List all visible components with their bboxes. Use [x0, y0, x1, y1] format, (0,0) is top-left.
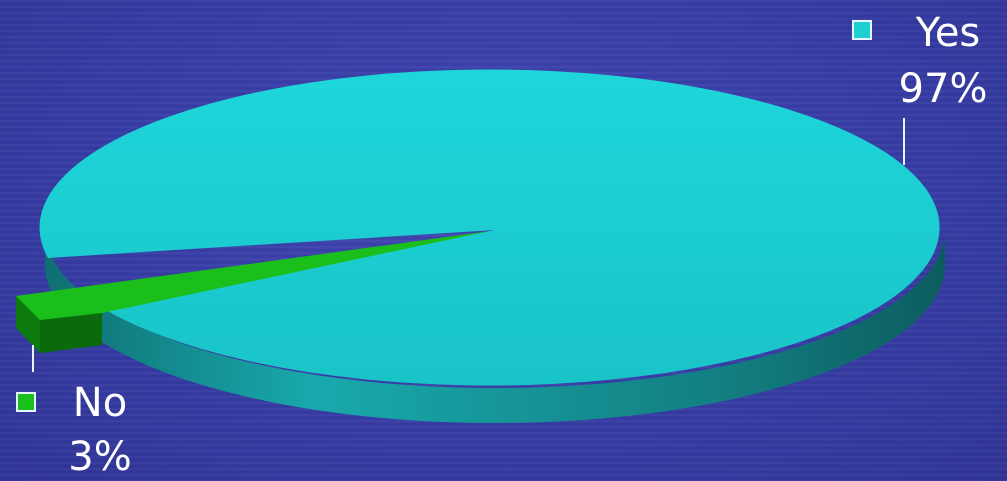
label-no-name: No [72, 380, 128, 426]
slice-yes-side [45, 230, 945, 423]
label-no-value: 3% [68, 434, 132, 480]
legend-swatch-no [16, 392, 36, 412]
slice-no [16, 231, 490, 320]
slice-no-side-front [40, 313, 102, 353]
legend-swatch-yes [852, 20, 872, 40]
label-yes-name: Yes [915, 10, 981, 56]
label-yes-value: 97% [898, 66, 988, 112]
slice-yes [39, 69, 940, 386]
